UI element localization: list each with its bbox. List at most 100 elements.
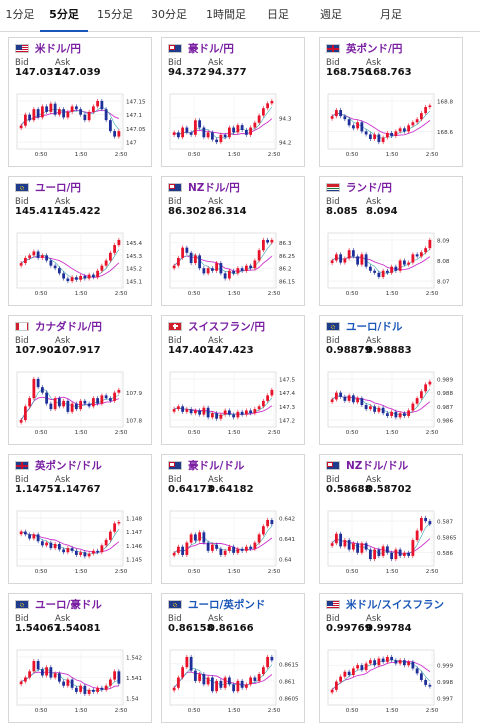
candle-body — [223, 410, 227, 415]
candlestick-chart[interactable]: 86.3 86.25 86.2 86.15 0:50 1:50 2:50 — [166, 231, 300, 303]
card-title[interactable]: 英ポンド/ドル — [15, 458, 102, 472]
rate-card[interactable]: 米ドル/円 Bid Ask 147.037 147.039 147.15 147.1 147.… — [8, 37, 152, 167]
candlestick-chart[interactable]: 1.148 1.147 1.146 1.145 0:50 1:50 2:50 — [13, 509, 147, 581]
pair-name[interactable]: ユーロ/豪ドル — [35, 598, 102, 611]
rate-card[interactable]: ランド/円 Bid Ask 8.085 8.094 8.09 8.08 8.07 0:50 1:5… — [319, 176, 463, 306]
bid-value: 168.756 — [326, 67, 372, 78]
candlestick-chart[interactable]: 147.5 147.4 147.3 147.2 0:50 1:50 2:50 — [166, 370, 300, 442]
candlestick-chart[interactable]: 107.9 107.8 0:50 1:50 2:50 — [13, 370, 147, 442]
card-title[interactable]: ユーロ/豪ドル — [15, 597, 102, 611]
pair-name[interactable]: 英ポンド/円 — [346, 42, 403, 55]
tab-1[interactable]: 5分足 — [40, 0, 88, 32]
candlestick-chart[interactable]: 0.642 0.641 0.64 0:50 1:50 2:50 — [166, 509, 300, 581]
candle-body — [219, 414, 223, 419]
tab-0[interactable]: 1分足 — [5, 8, 35, 21]
card-title[interactable]: ユーロ/円 — [15, 180, 81, 194]
tab-7[interactable]: 月足 — [380, 8, 402, 21]
tab-5[interactable]: 日足 — [267, 8, 289, 21]
pair-name[interactable]: 英ポンド/ドル — [35, 459, 102, 472]
candle-body — [198, 255, 202, 269]
candle-body — [330, 260, 334, 264]
card-title[interactable]: 豪ドル/円 — [168, 41, 234, 55]
rate-card[interactable]: カナダドル/円 Bid Ask 107.902 107.917 107.9 107.8 0:5… — [8, 315, 152, 445]
pair-name[interactable]: NZドル/ドル — [346, 459, 409, 472]
rate-card[interactable]: スイスフラン/円 Bid Ask 147.407 147.423 147.5 147.4 14… — [161, 315, 305, 445]
pair-name[interactable]: ユーロ/英ポンド — [188, 598, 266, 611]
candle-body — [117, 131, 121, 137]
rate-card[interactable]: ユーロ/ドル Bid Ask 0.98879 0.98883 0.989 0.988 0.98… — [319, 315, 463, 445]
rate-card[interactable]: ユーロ/円 Bid Ask 145.417 145.422 145.4 145.3 145.2… — [8, 176, 152, 306]
candle-body — [91, 398, 95, 407]
card-title[interactable]: ユーロ/英ポンド — [168, 597, 265, 611]
candle-body — [113, 671, 117, 680]
candlestick-chart[interactable]: 94.3 94.2 0:50 1:50 2:50 — [166, 92, 300, 164]
pair-name[interactable]: 豪ドル/ドル — [188, 459, 245, 472]
card-title[interactable]: スイスフラン/円 — [168, 319, 265, 333]
candlestick-chart[interactable]: 168.8 168.6 0:50 1:50 2:50 — [324, 92, 458, 164]
candlestick-chart[interactable]: 145.4 145.3 145.2 145.1 0:50 1:50 2:50 — [13, 231, 147, 303]
candle-body — [368, 406, 372, 410]
card-title[interactable]: ランド/円 — [326, 180, 392, 194]
candle-body — [232, 684, 236, 692]
candlestick-chart[interactable]: 147.15 147.1 147.05 147 0:50 1:50 2:50 — [13, 92, 147, 164]
pair-name[interactable]: ユーロ/円 — [35, 181, 81, 194]
candlestick-chart[interactable]: 0.989 0.988 0.987 0.986 0:50 1:50 2:50 — [324, 370, 458, 442]
pair-name[interactable]: 米ドル/円 — [35, 42, 81, 55]
candlestick-chart[interactable]: 0.587 0.5865 0.586 0:50 1:50 2:50 — [324, 509, 458, 581]
rate-card[interactable]: 豪ドル/円 Bid Ask 94.372 94.377 94.3 94.2 0:50 1:50 2… — [161, 37, 305, 167]
candle-body — [53, 398, 57, 410]
pair-name[interactable]: ユーロ/ドル — [346, 320, 403, 333]
us-flag-icon — [326, 599, 340, 609]
rate-card[interactable]: 豪ドル/ドル Bid Ask 0.64173 0.64182 0.642 0.641 0.64… — [161, 454, 305, 584]
candle-body — [108, 120, 112, 132]
za-flag-icon — [326, 182, 340, 192]
rate-card[interactable]: NZドル/円 Bid Ask 86.302 86.314 86.3 86.25 86.2 86.… — [161, 176, 305, 306]
rate-card[interactable]: 英ポンド/円 Bid Ask 168.756 168.763 168.8 168.6 0:50… — [319, 37, 463, 167]
x-tick-label: 2:50 — [115, 152, 128, 158]
tab-3[interactable]: 30分足 — [151, 8, 187, 21]
rate-card[interactable]: 米ドル/スイスフラン Bid Ask 0.99769 0.99784 0.999 0.998… — [319, 593, 463, 723]
candle-body — [261, 400, 265, 407]
candle-body — [428, 381, 432, 385]
rate-card[interactable]: 英ポンド/ドル Bid Ask 1.14757 1.14767 1.148 1.147 1.1… — [8, 454, 152, 584]
tab-2[interactable]: 15分足 — [97, 8, 133, 21]
card-title[interactable]: 米ドル/スイスフラン — [326, 597, 444, 611]
card-title[interactable]: 米ドル/円 — [15, 41, 81, 55]
candlestick-chart[interactable]: 0.999 0.998 0.997 0:50 1:50 2:50 — [324, 648, 458, 720]
pair-name[interactable]: スイスフラン/円 — [188, 320, 266, 333]
ask-value: 147.039 — [55, 67, 101, 78]
candle-body — [244, 129, 248, 135]
card-title[interactable]: ユーロ/ドル — [326, 319, 402, 333]
candle-body — [117, 389, 121, 393]
candlestick-chart[interactable]: 1.542 1.541 1.54 0:50 1:50 2:50 — [13, 648, 147, 720]
card-title[interactable]: カナダドル/円 — [15, 319, 102, 333]
card-title[interactable]: 豪ドル/ドル — [168, 458, 244, 472]
pair-name[interactable]: NZドル/円 — [188, 181, 240, 194]
tab-6[interactable]: 週足 — [320, 8, 342, 21]
rate-card[interactable]: ユーロ/豪ドル Bid Ask 1.54067 1.54081 1.542 1.541 1.5… — [8, 593, 152, 723]
rate-card[interactable]: ユーロ/英ポンド Bid Ask 0.86158 0.86166 0.8615 0.861 0… — [161, 593, 305, 723]
pair-name[interactable]: 米ドル/スイスフラン — [346, 598, 445, 611]
tab-4[interactable]: 1時間足 — [206, 8, 246, 21]
candle-body — [206, 268, 210, 274]
candle-body — [45, 542, 49, 546]
candle-body — [377, 658, 381, 666]
ask-value: 1.14767 — [55, 484, 101, 495]
candle-body — [79, 275, 83, 280]
pair-name[interactable]: 豪ドル/円 — [188, 42, 234, 55]
candle-body — [32, 109, 36, 121]
x-tick-label: 0:50 — [35, 708, 48, 714]
card-title[interactable]: 英ポンド/円 — [326, 41, 402, 55]
candlestick-chart[interactable]: 0.8615 0.861 0.8605 0:50 1:50 2:50 — [166, 648, 300, 720]
candlestick-chart[interactable]: 8.09 8.08 8.07 0:50 1:50 2:50 — [324, 231, 458, 303]
pair-name[interactable]: ランド/円 — [346, 181, 392, 194]
pair-name[interactable]: カナダドル/円 — [35, 320, 102, 333]
card-title[interactable]: NZドル/ドル — [326, 458, 408, 472]
candle-body — [236, 268, 240, 274]
rate-card[interactable]: NZドル/ドル Bid Ask 0.58688 0.58702 0.587 0.5865 0.… — [319, 454, 463, 584]
candle-body — [266, 239, 270, 243]
ask-label: Ask — [55, 336, 71, 346]
bid-label: Bid — [168, 475, 182, 485]
candle-body — [83, 275, 87, 279]
card-title[interactable]: NZドル/円 — [168, 180, 240, 194]
